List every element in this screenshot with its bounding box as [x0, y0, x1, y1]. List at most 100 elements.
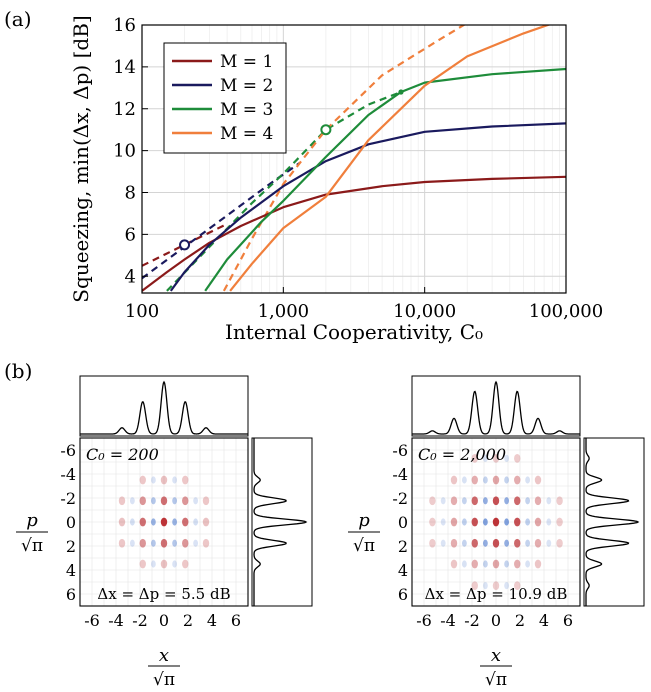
phase-x-tick-label: 0: [159, 611, 169, 630]
wigner-trough: [525, 518, 531, 526]
wigner-trough: [461, 497, 467, 505]
wigner-trough: [440, 497, 446, 505]
phase-y-tick-label: 6: [66, 585, 76, 604]
wigner-peak: [450, 538, 458, 548]
wigner-peak: [514, 581, 521, 590]
panel-a-legend: M = 1 M = 2 M = 3 M = 4: [163, 42, 287, 154]
wigner-peak: [534, 496, 542, 506]
wigner-trough: [193, 518, 199, 526]
wigner-peak: [182, 475, 189, 485]
x-tick-label: 100: [125, 301, 159, 322]
phase-y-tick-label: 0: [398, 513, 408, 532]
top-marginal-curve: [80, 380, 248, 435]
wigner-trough: [172, 518, 178, 526]
wigner-peak: [514, 559, 521, 569]
panel-a-frame: [141, 24, 567, 294]
y-axis-label-numerator: p: [26, 510, 38, 531]
wigner-trough: [525, 476, 531, 484]
wigner-trough: [482, 454, 488, 462]
wigner-trough: [129, 497, 135, 505]
wigner-peak: [450, 517, 458, 527]
phase-x-tick-label: -2: [132, 611, 148, 630]
wigner-peak: [492, 517, 500, 527]
phase-y-tick-label: 2: [66, 537, 76, 556]
top-marginal-frame: [411, 375, 581, 437]
wigner-trough: [504, 454, 510, 462]
legend-label: M = 1: [220, 52, 273, 72]
wigner-peak: [514, 454, 521, 463]
wigner-peak: [556, 496, 563, 506]
wigner-trough: [482, 560, 488, 568]
legend-label: M = 4: [220, 124, 273, 144]
wigner-peak: [534, 559, 542, 569]
wigner-peak: [450, 475, 458, 485]
wigner-peak: [556, 538, 563, 548]
wigner-peak: [471, 581, 478, 590]
phase-frame: [411, 437, 581, 607]
wigner-peak: [160, 475, 168, 485]
wigner-trough: [172, 476, 178, 484]
wigner-peak: [160, 496, 168, 506]
wigner-trough: [440, 539, 446, 547]
x-axis-label-numerator: x: [491, 645, 501, 666]
point-marker: [179, 239, 191, 251]
y-tick-label: 4: [125, 266, 136, 287]
side-marginal-curve: [253, 438, 308, 606]
wigner-trough: [546, 497, 552, 505]
delta-label: Δx = Δp = 10.9 dB: [425, 585, 568, 603]
phase-y-tick-label: -6: [392, 441, 408, 460]
wigner-peak: [139, 475, 146, 485]
wigner-trough: [193, 497, 199, 505]
wigner-peak: [160, 517, 168, 527]
y-axis-label-denominator: √π: [353, 536, 375, 556]
wigner-peak: [139, 559, 146, 569]
phase-x-tick-label: 6: [231, 611, 241, 630]
y-tick-label: 6: [125, 224, 136, 245]
phase-x-tick-label: 6: [563, 611, 573, 630]
top-marginal-curve: [412, 380, 580, 435]
panel-a-label: (a): [4, 7, 32, 31]
y-tick-label: 12: [113, 99, 136, 120]
y-axis-label-denominator: √π: [21, 536, 43, 556]
wigner-trough: [461, 560, 467, 568]
series-line: [142, 162, 301, 280]
wigner-peak: [534, 538, 542, 548]
wigner-trough: [482, 582, 488, 590]
phase-y-tick-label: 4: [66, 561, 76, 580]
wigner-trough: [150, 560, 156, 568]
delta-label: Δx = Δp = 5.5 dB: [97, 585, 230, 603]
wigner-trough: [482, 476, 488, 484]
wigner-peak: [429, 517, 436, 527]
phase-x-tick-label: -2: [464, 611, 480, 630]
wigner-trough: [193, 539, 199, 547]
wigner-peak: [471, 475, 478, 485]
y-tick-label: 14: [113, 57, 136, 78]
wigner-peak: [534, 517, 542, 527]
wigner-trough: [504, 518, 510, 526]
side-marginal-frame: [583, 437, 645, 607]
phase-x-tick-label: -4: [440, 611, 456, 630]
phase-y-tick-label: 6: [398, 585, 408, 604]
legend-label: M = 3: [220, 100, 273, 120]
wigner-peak: [182, 496, 189, 506]
series-line: [169, 122, 566, 292]
wigner-peak: [160, 538, 168, 548]
wigner-peak: [492, 454, 500, 463]
wigner-trough: [546, 539, 552, 547]
wigner-peak: [492, 581, 500, 590]
point-marker: [320, 124, 332, 136]
x-axis-label-denominator: √π: [485, 670, 507, 690]
wigner-trough: [440, 518, 446, 526]
wigner-peak: [471, 559, 478, 569]
panel-a-xlabel: Internal Cooperativity, C₀: [225, 320, 483, 344]
wigner-trough: [461, 539, 467, 547]
series-line: [142, 175, 566, 292]
panel-a-ylabel: Squeezing, min(Δx, Δp) [dB]: [69, 15, 93, 302]
wigner-trough: [504, 539, 510, 547]
x-axis-label-numerator: x: [159, 645, 169, 666]
wigner-peak: [471, 496, 478, 506]
wigner-peak: [514, 517, 521, 527]
phase-x-tick-label: -4: [108, 611, 124, 630]
